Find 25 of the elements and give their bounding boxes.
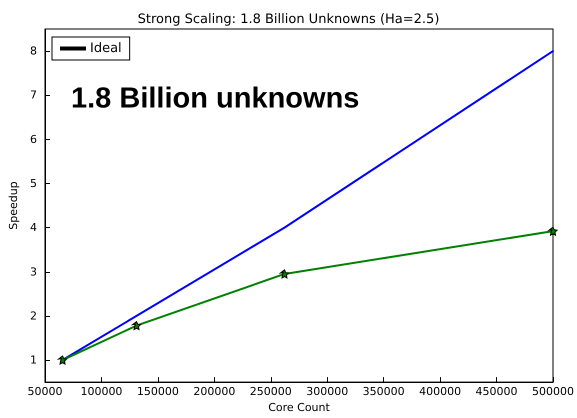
y-tick-label: 8	[30, 44, 37, 58]
y-tick-label: 2	[30, 309, 37, 322]
x-tick-label: 250000	[250, 385, 292, 398]
x-tick-label: 100000	[80, 385, 122, 398]
legend-label: Ideal	[90, 41, 122, 56]
x-tick-label: 400000	[419, 385, 462, 398]
y-tick-label: 1	[30, 354, 37, 367]
y-tick-label: 7	[30, 88, 37, 102]
y-tick-label: 6	[30, 132, 37, 146]
x-tick-label: 350000	[362, 385, 405, 398]
y-tick-label: 3	[30, 265, 37, 278]
x-tick-label: 200000	[193, 385, 236, 398]
x-tick-label: 50000	[28, 385, 62, 398]
y-tick-label: 5	[30, 176, 37, 190]
y-tick-label: 4	[30, 221, 37, 234]
point	[280, 269, 289, 278]
annotation: 1.8 Billion unknowns	[71, 82, 360, 114]
y-axis-title: Speedup	[7, 181, 20, 230]
x-tick-label: 450000	[476, 385, 518, 398]
x-tick-label: 500000	[532, 385, 574, 398]
x-tick-label: 150000	[136, 385, 179, 398]
x-axis-title: Core Count	[268, 401, 330, 414]
x-tick-label: 300000	[306, 385, 348, 398]
chart-title: Strong Scaling: 1.8 Billion Unknowns (Ha=2.5)	[138, 12, 440, 27]
point	[58, 356, 68, 365]
